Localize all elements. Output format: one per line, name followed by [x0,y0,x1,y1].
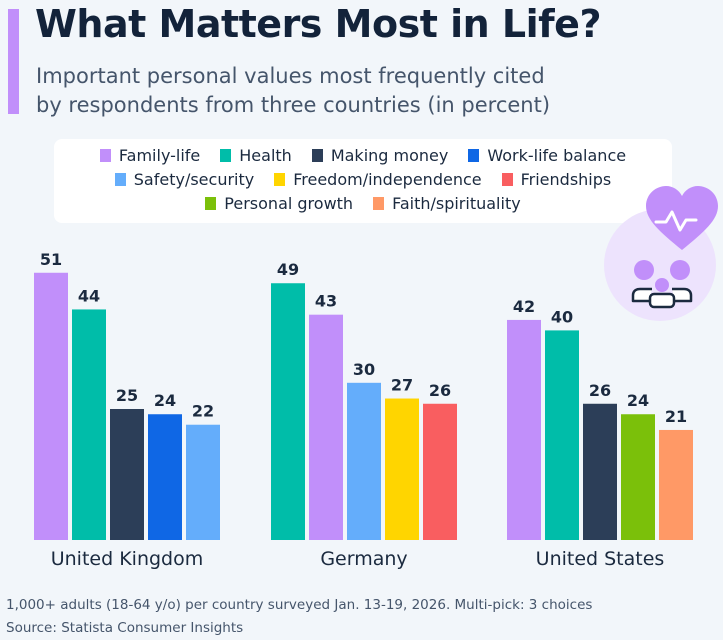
category-label: United States [536,548,665,570]
footnote: 1,000+ adults (18-64 y/o) per country su… [6,594,592,640]
legend-item: Friendships [501,170,612,189]
bar [148,414,182,540]
person-head-icon [634,260,654,280]
bar-group: 49 43 30 27 26 Germany [271,260,457,570]
bar [621,414,655,540]
legend-label: Friendships [520,170,612,189]
subtitle-line-1: Important personal values most frequentl… [36,64,545,88]
subtitle-line-2: by respondents from three countries (in … [36,93,551,117]
bar-chart: 51 44 25 24 22 United Kingdom 49 43 30 27 26 German… [34,250,693,570]
legend-item: Faith/spirituality [373,194,521,213]
data-label: 42 [513,297,535,316]
person-head-icon [655,278,669,292]
bar-group: 42 40 26 24 21 United States [507,297,693,570]
bar [72,309,106,540]
person-body-icon [648,292,676,309]
bar [583,403,617,540]
data-label: 26 [589,381,611,400]
legend-swatch [220,149,232,162]
source-note: Source: Statista Consumer Insights [6,620,244,636]
legend-label: Safety/security [133,170,255,189]
category-label: United Kingdom [51,548,204,570]
data-label: 25 [116,386,138,405]
data-label: 27 [391,376,413,395]
bar [271,283,305,540]
heart-icon [646,186,718,250]
category-label: Germany [320,548,407,570]
bar [423,403,457,540]
survey-note: 1,000+ adults (18-64 y/o) per country su… [6,597,593,613]
pulse-line-icon [654,210,698,232]
legend: Family-life Health Making money Work-life b… [54,139,672,223]
legend-item: Health [220,146,292,165]
data-label: 43 [315,292,337,311]
bar [659,429,693,540]
legend-swatch [205,197,217,210]
data-label: 24 [154,391,176,410]
legend-row: Family-life Health Making money Work-life b… [54,146,672,165]
legend-swatch [373,197,385,210]
bar [34,272,68,540]
legend-swatch [311,149,323,162]
legend-label: Making money [330,146,449,165]
data-label: 24 [627,391,649,410]
legend-item: Work-life balance [468,146,626,165]
legend-label: Personal growth [224,194,354,213]
person-head-icon [670,260,690,280]
bar [110,409,144,540]
legend-label: Family-life [118,146,201,165]
chart-title: What Matters Most in Life? [35,2,601,46]
heart-pulse-people-icon [600,180,723,330]
legend-swatch [274,173,286,186]
legend-item: Family-life [99,146,201,165]
legend-item: Personal growth [205,194,353,213]
bar [507,319,541,540]
bar-group: 51 44 25 24 22 United Kingdom [34,250,220,570]
bar [545,330,579,540]
legend-row: Safety/security Freedom/independence Frien… [54,170,672,189]
bar [186,424,220,540]
data-label: 49 [277,260,299,279]
data-label: 30 [353,360,375,379]
legend-swatch [114,173,126,186]
chart-subtitle: Important personal values most frequentl… [36,62,676,120]
bar [309,314,343,540]
person-body-icon [631,287,652,303]
legend-item: Making money [311,146,449,165]
data-label: 21 [665,407,687,426]
legend-label: Health [239,146,292,165]
person-body-icon [672,287,693,303]
legend-item: Freedom/independence [274,170,482,189]
legend-item: Safety/security [114,170,255,189]
legend-label: Faith/spirituality [392,194,521,213]
legend-row: Personal growth Faith/spirituality [54,194,672,213]
legend-swatch [99,149,111,162]
bar [385,398,419,540]
legend-label: Freedom/independence [293,170,482,189]
data-label: 51 [40,250,62,269]
legend-label: Work-life balance [487,146,627,165]
title-accent-bar [8,9,19,114]
legend-swatch [468,149,480,162]
bar [347,382,381,540]
data-label: 40 [551,307,573,326]
data-label: 22 [192,402,214,421]
legend-swatch [501,173,513,186]
data-label: 44 [78,286,100,305]
data-label: 26 [429,381,451,400]
